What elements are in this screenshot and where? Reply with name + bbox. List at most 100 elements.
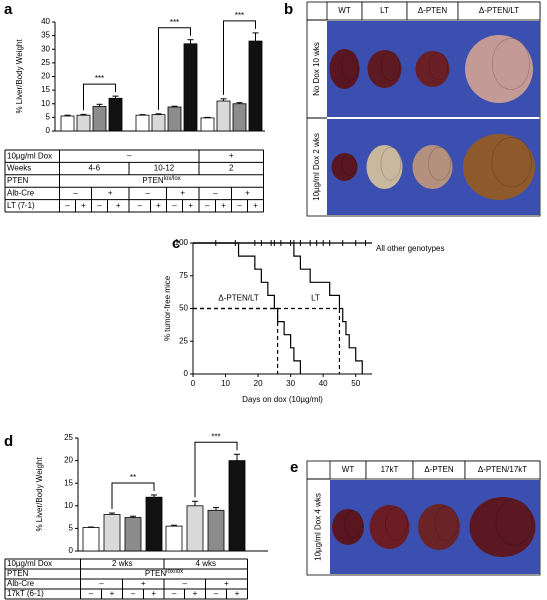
x-tick-label: 30 [286,379,295,388]
bar [232,103,247,132]
row-label: 17kT (6-1) [7,589,44,598]
y-tick-label: 5 [46,112,51,121]
cell-text: – [99,579,104,588]
y-tick-label: 10 [64,501,73,510]
liver-lobe [341,154,357,176]
table-cell: – [183,579,188,588]
y-tick-label: 5 [69,524,74,533]
significance-label: *** [211,432,220,441]
column-header-cell [457,1,541,21]
row-label: 10µg/ml Dox 4 wks [314,493,323,561]
cell-text: – [127,151,132,160]
panel-label: a [4,1,13,18]
cell-text: + [108,189,113,198]
cell-text: + [245,189,250,198]
liver-lobe [344,510,363,539]
significance-bracket [223,20,256,95]
table-cell: + [245,189,250,198]
y-tick-label: 50 [179,304,188,313]
cell-text: + [151,589,156,598]
table-cell: + [235,589,240,598]
table-cell: + [221,201,226,210]
column-header: WT [338,6,351,15]
liver-lobe [385,506,408,541]
bar [248,40,263,132]
y-axis-label: % Liver/Body Weight [15,39,24,114]
column-header: Δ-PTEN/17kT [478,465,527,474]
table-cell: 2 wks [112,559,132,568]
cell-text: + [235,589,240,598]
row-label: Alb-Cre [7,579,35,588]
row-label: LT (7-1) [7,201,35,210]
significance-bracket [83,83,116,111]
table-cell: – [127,151,132,160]
liver-lobe [491,38,530,90]
cell-text: – [73,189,78,198]
liver-lobe [341,50,359,82]
cell-text: PTEN [145,569,167,578]
bar [103,513,121,552]
y-tick-label: 25 [41,58,50,67]
significance-bracket [111,482,155,510]
y-tick-label: 0 [184,369,189,378]
table-cell: + [81,201,86,210]
table-cell: – [97,201,102,210]
x-tick-label: 50 [351,379,360,388]
table-cell: + [156,201,161,210]
cell-text: – [172,201,177,210]
y-tick-label: 20 [64,456,73,465]
liver-lobe [380,146,401,181]
bar [60,115,75,132]
table-cell: + [141,579,146,588]
cell-text: – [214,589,219,598]
bar [151,114,166,132]
liver-lobe [428,52,449,81]
column-header: WT [342,465,355,474]
table-cell: + [224,579,229,588]
bar [228,460,246,552]
bar [216,100,231,132]
table-cell: + [193,589,198,598]
series-label: LT [311,294,320,303]
table-cell: 2 [229,164,234,173]
table-cell: – [213,189,218,198]
y-tick-label: 15 [64,478,73,487]
y-tick-label: 20 [41,72,50,81]
x-tick-label: 40 [319,379,328,388]
cell-superscript: lox/lox [164,176,181,182]
bar [124,517,142,552]
x-axis-label: Days on dox (10µg/ml) [242,395,323,404]
row-label: PTEN [7,569,29,578]
significance-label: ** [130,473,136,482]
panel-label: c [172,235,180,252]
table-cell: + [180,189,185,198]
series-label: All other genotypes [376,244,445,253]
y-tick-label: 15 [41,85,50,94]
bar [200,117,215,132]
table-cell: – [99,579,104,588]
cell-text: + [116,201,121,210]
y-tick-label: 0 [69,546,74,555]
cell-text: 4-6 [88,164,100,173]
bar [135,114,150,132]
series-label: Δ-PTEN/LT [218,294,258,303]
panel-label: e [290,459,298,476]
row-label: 10µg/ml Dox [7,559,52,568]
cell-text: – [146,189,151,198]
cell-text: + [188,201,193,210]
x-tick-label: 20 [254,379,263,388]
table-cell: – [65,201,70,210]
cell-text: – [138,201,143,210]
table-cell: 4 wks [196,559,216,568]
y-tick-label: 35 [41,31,50,40]
table-cell: – [73,189,78,198]
liver-lobe [434,505,459,542]
bar [76,114,91,132]
table-cell: + [151,589,156,598]
cell-text: + [224,579,229,588]
row-label: PTEN [7,176,29,185]
survival-line [193,242,301,374]
row-label: 10µg/ml Dox [7,151,52,160]
table-cell: + [108,189,113,198]
column-header: LT [380,6,389,15]
